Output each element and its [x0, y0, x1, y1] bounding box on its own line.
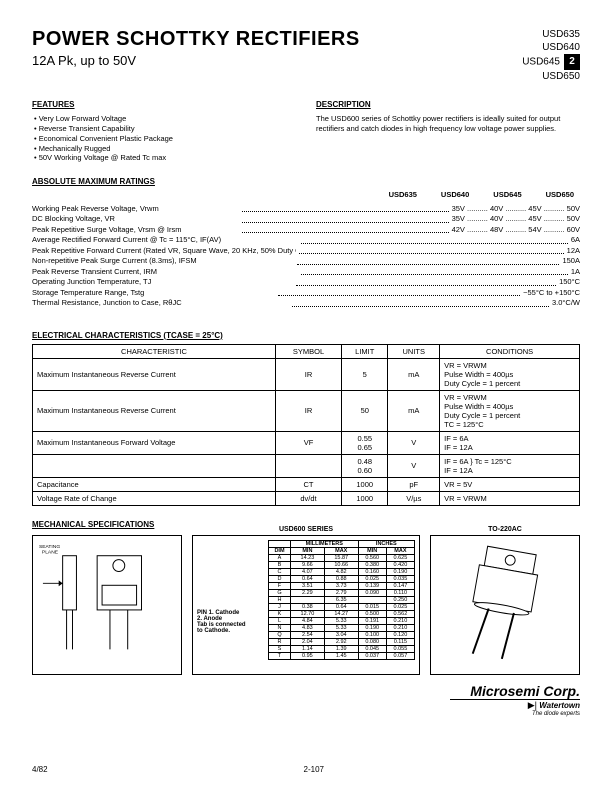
- dim-row: B9.6610.660.3800.420: [269, 561, 415, 568]
- feature-item: Mechanically Rugged: [34, 144, 296, 154]
- ratings-row: Peak Repetitive Surge Voltage, Vrsm @ Ir…: [32, 225, 580, 236]
- brand-name: Microsemi Corp.: [32, 683, 580, 699]
- elec-col: CHARACTERISTIC: [33, 344, 276, 358]
- ratings-row: Working Peak Reverse Voltage, Vrwm35V ..…: [32, 204, 580, 215]
- page-title: POWER SCHOTTKY RECTIFIERS: [32, 28, 580, 51]
- outline-drawing-left: SEATING PLANE: [32, 535, 182, 675]
- ratings-col: USD650: [546, 190, 574, 201]
- elec-col: UNITS: [388, 344, 440, 358]
- series-label: USD600 SERIES: [275, 526, 337, 533]
- dim-row: C4.074.820.1600.190: [269, 568, 415, 575]
- dimension-table-box: USD600 SERIES PIN 1. Cathode 2. Anode Ta…: [192, 535, 420, 675]
- elec-row: Maximum Instantaneous Forward VoltageVF0…: [33, 431, 580, 454]
- elec-col: LIMIT: [342, 344, 388, 358]
- ratings-heading: ABSOLUTE MAXIMUM RATINGS: [32, 177, 580, 186]
- package-drawing: TO-220AC: [430, 535, 580, 675]
- ratings-row: Storage Temperature Range, Tstg−55°C to …: [32, 288, 580, 299]
- features-heading: FEATURES: [32, 100, 296, 110]
- part-3: USD650: [522, 70, 580, 83]
- description-heading: DESCRIPTION: [316, 100, 580, 110]
- elec-heading: ELECTRICAL CHARACTERISTICS (TCASE = 25°C…: [32, 331, 580, 340]
- dim-head: MILLIMETERS: [290, 540, 358, 547]
- part-numbers: USD635 USD640 USD645 2 USD650: [522, 28, 580, 83]
- ratings-row: Non-repetitive Peak Surge Current (8.3ms…: [32, 256, 580, 267]
- dim-row: F3.513.730.1390.147: [269, 582, 415, 589]
- feature-item: Very Low Forward Voltage: [34, 114, 296, 124]
- part-1: USD640: [522, 41, 580, 54]
- page-footer: 4/82 2-107: [32, 765, 580, 774]
- page-subtitle: 12A Pk, up to 50V: [32, 53, 580, 68]
- dim-row: G2.292.790.0900.110: [269, 589, 415, 596]
- ratings-row: Peak Reverse Transient Current, IRM1A: [32, 267, 580, 278]
- footer-date: 4/82: [32, 765, 48, 774]
- elec-table: CHARACTERISTICSYMBOLLIMITUNITSCONDITIONS…: [32, 344, 580, 506]
- svg-text:PLANE: PLANE: [42, 549, 59, 555]
- feature-item: 50V Working Voltage @ Rated Tc max: [34, 153, 296, 163]
- dim-row: D0.640.880.0250.035: [269, 575, 415, 582]
- dim-row: H6.350.250: [269, 596, 415, 603]
- package-label: TO-220AC: [484, 526, 526, 533]
- features-list: Very Low Forward Voltage Reverse Transie…: [34, 114, 296, 163]
- ratings-col: USD635: [389, 190, 417, 201]
- dim-row: S1.141.390.0450.055: [269, 645, 415, 652]
- elec-row: Maximum Instantaneous Reverse CurrentIR5…: [33, 358, 580, 390]
- feature-item: Reverse Transient Capability: [34, 124, 296, 134]
- elec-row: Maximum Instantaneous Reverse CurrentIR5…: [33, 390, 580, 431]
- ratings-row: DC Blocking Voltage, VR35V .......... 40…: [32, 214, 580, 225]
- elec-col: CONDITIONS: [440, 344, 580, 358]
- dim-row: A14.2315.870.5600.625: [269, 554, 415, 561]
- ratings-row: Peak Repetitive Forward Current (Rated V…: [32, 246, 580, 257]
- dim-row: K12.7014.270.5000.562: [269, 610, 415, 617]
- elec-row: 0.48 0.60VIF = 6A } Tc = 125°C IF = 12A: [33, 454, 580, 477]
- dim-row: Q2.543.040.1000.120: [269, 631, 415, 638]
- ratings-table: USD635 USD640 USD645 USD650 Working Peak…: [32, 190, 580, 309]
- seating-plane-label: SEATING: [39, 543, 60, 549]
- diode-icon: ▶|: [528, 700, 537, 710]
- dim-head: INCHES: [358, 540, 414, 547]
- section-badge: 2: [564, 54, 580, 70]
- dim-row: R2.042.920.0800.115: [269, 638, 415, 645]
- part-0: USD635: [522, 28, 580, 41]
- company-logo: Microsemi Corp. ▶| Watertown The diode e…: [32, 683, 580, 717]
- part-2: USD645: [522, 57, 560, 68]
- brand-tagline: The diode experts: [32, 711, 580, 717]
- elec-col: SYMBOL: [275, 344, 341, 358]
- ratings-col: USD645: [493, 190, 521, 201]
- ratings-row: Thermal Resistance, Junction to Case, Rθ…: [32, 298, 580, 309]
- dimension-table: MILLIMETERSINCHES DIMMINMAXMINMAX A14.23…: [268, 540, 415, 660]
- mech-section: SEATING PLANE USD600 SERIES PIN 1. Catho…: [32, 535, 580, 675]
- elec-row: Voltage Rate of Changedv/dt1000V/µsVR = …: [33, 491, 580, 505]
- footer-page: 2-107: [304, 765, 324, 774]
- dim-row: J0.380.640.0150.025: [269, 603, 415, 610]
- ratings-row: Average Rectified Forward Current @ Tc =…: [32, 235, 580, 246]
- elec-row: CapacitanceCT1000pFVR = 5V: [33, 477, 580, 491]
- pin-note: PIN 1. Cathode 2. Anode Tab is connected…: [197, 610, 262, 634]
- ratings-row: Operating Junction Temperature, TJ150°C: [32, 277, 580, 288]
- brand-location: Watertown: [539, 701, 580, 710]
- dim-row: T0.951.450.0370.057: [269, 652, 415, 659]
- dim-row: N4.835.330.1900.210: [269, 624, 415, 631]
- description-text: The USD600 series of Schottky power rect…: [316, 114, 580, 134]
- dim-row: L4.845.330.1910.210: [269, 617, 415, 624]
- feature-item: Economical Convenient Plastic Package: [34, 134, 296, 144]
- ratings-col: USD640: [441, 190, 469, 201]
